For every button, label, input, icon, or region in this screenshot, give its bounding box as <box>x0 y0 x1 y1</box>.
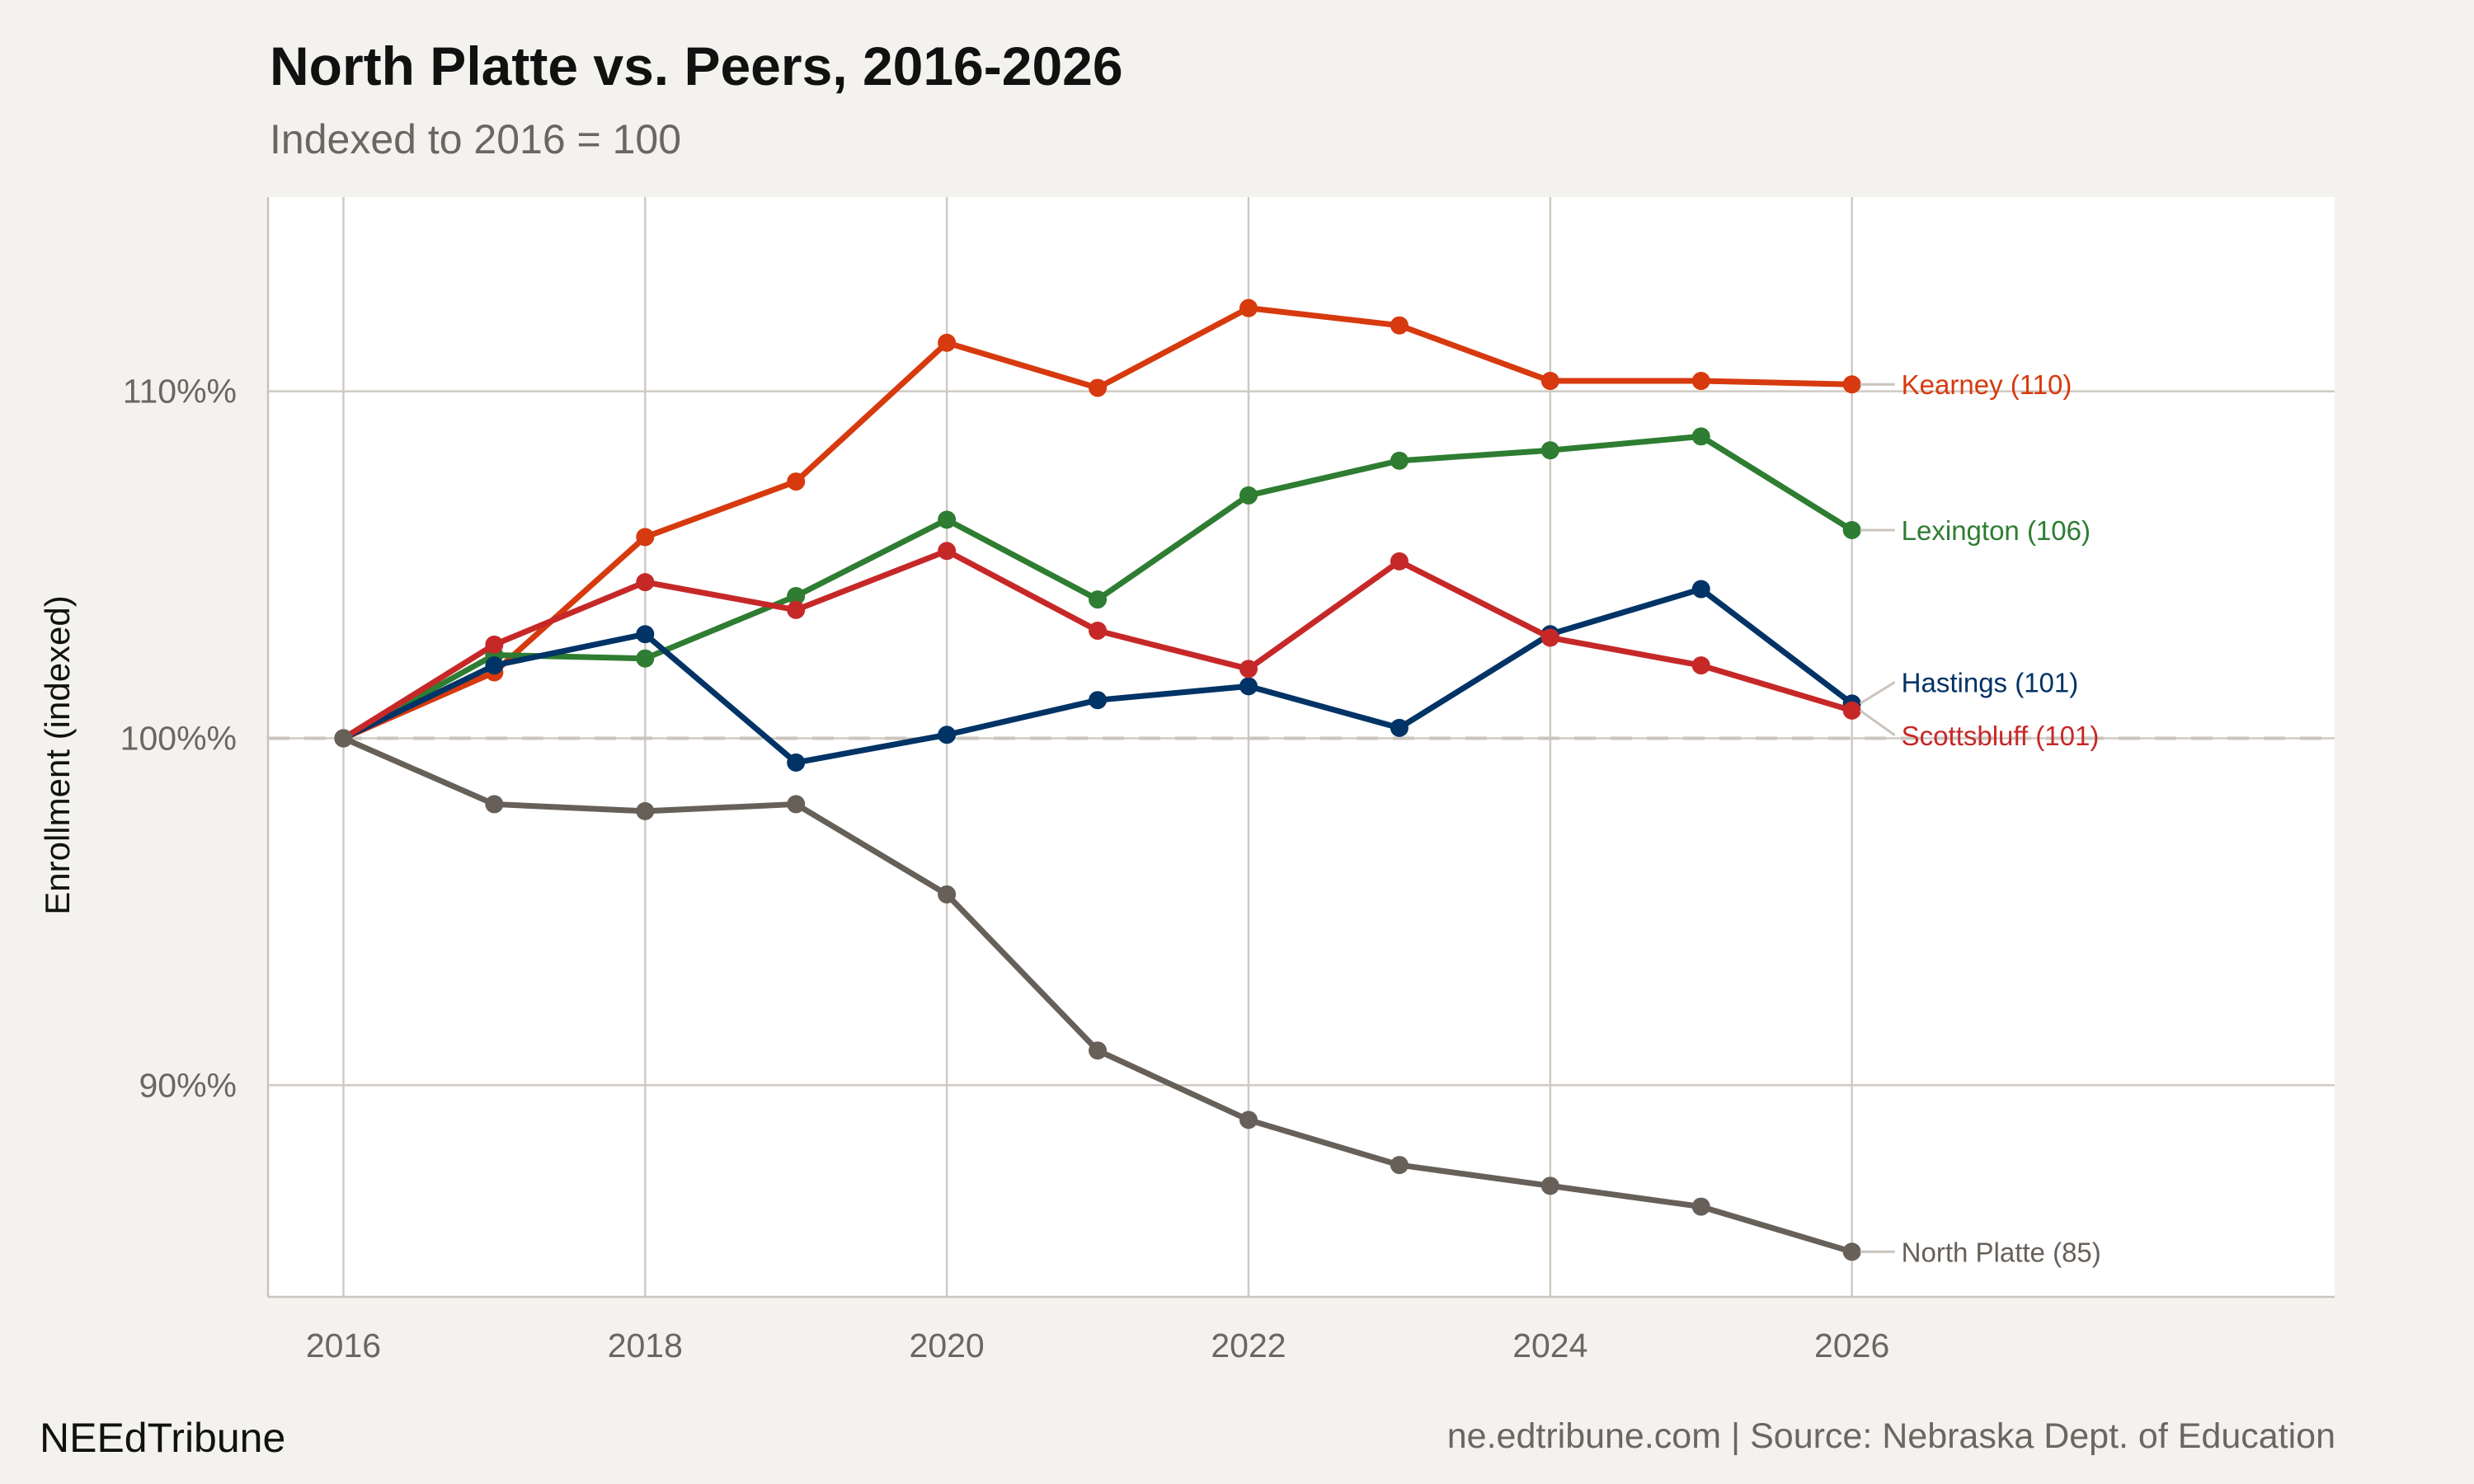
data-point <box>1691 656 1710 675</box>
data-point <box>1691 372 1710 391</box>
data-point <box>787 795 806 814</box>
data-point <box>1691 580 1710 599</box>
data-point <box>787 472 806 491</box>
data-point <box>1842 1242 1861 1261</box>
x-tick-label: 2018 <box>608 1327 683 1364</box>
data-point <box>1089 622 1108 641</box>
data-point <box>1390 1156 1409 1175</box>
data-point <box>787 586 806 605</box>
data-point <box>1239 660 1258 679</box>
brand-logo-text: NEEdTribune <box>40 1415 286 1461</box>
data-point <box>1089 590 1108 609</box>
chart-title: North Platte vs. Peers, 2016-2026 <box>270 35 1123 96</box>
data-point <box>1089 378 1108 397</box>
label-connector <box>1859 709 1896 737</box>
data-point <box>1239 298 1258 317</box>
data-point <box>1390 552 1409 571</box>
data-point <box>938 333 957 352</box>
x-tick-label: 2022 <box>1211 1327 1286 1364</box>
data-point <box>1540 628 1559 647</box>
data-point <box>1390 718 1409 737</box>
data-point <box>938 510 957 529</box>
data-point <box>636 625 655 644</box>
x-tick-label: 2020 <box>910 1327 985 1364</box>
data-point <box>636 801 655 820</box>
data-point <box>1390 451 1409 470</box>
y-tick-label: 90%% <box>139 1066 237 1104</box>
data-point <box>636 649 655 668</box>
source-credit: ne.edtribune.com | Source: Nebraska Dept… <box>1446 1416 2335 1456</box>
data-point <box>938 885 957 904</box>
data-point <box>636 573 655 592</box>
data-point <box>1089 1041 1108 1060</box>
x-tick-label: 2024 <box>1512 1327 1587 1364</box>
data-point <box>1842 375 1861 394</box>
plot-background <box>268 197 2335 1297</box>
data-point <box>1089 691 1108 710</box>
data-point <box>485 795 504 814</box>
series-end-label: Hastings (101) <box>1902 667 2079 697</box>
data-point <box>1239 677 1258 696</box>
data-point <box>334 729 353 748</box>
y-tick-label: 110%% <box>123 373 237 411</box>
series-end-label: North Platte (85) <box>1902 1237 2101 1267</box>
data-point <box>1691 427 1710 446</box>
data-point <box>1540 441 1559 460</box>
data-point <box>1239 1111 1258 1129</box>
data-point <box>787 600 806 619</box>
label-connector <box>1859 681 1896 705</box>
data-point <box>1239 486 1258 505</box>
series-end-label: Scottsbluff (101) <box>1902 721 2100 751</box>
data-point <box>1540 1176 1559 1195</box>
data-point <box>1691 1197 1710 1216</box>
y-tick-label: 100%% <box>120 719 237 757</box>
series-end-label: Lexington (106) <box>1902 515 2091 546</box>
data-point <box>787 753 806 772</box>
chart-subtitle: Indexed to 2016 = 100 <box>270 116 682 162</box>
series-end-label: Kearney (110) <box>1902 369 2072 400</box>
data-point <box>1842 520 1861 539</box>
x-tick-label: 2026 <box>1814 1327 1889 1364</box>
x-tick-label: 2016 <box>306 1327 381 1364</box>
data-point <box>938 542 957 561</box>
data-point <box>636 528 655 547</box>
data-point <box>1842 701 1861 720</box>
data-point <box>485 635 504 654</box>
y-axis-title: Enrollment (indexed) <box>38 595 77 915</box>
data-point <box>1390 316 1409 335</box>
data-point <box>1540 372 1559 391</box>
data-point <box>938 726 957 744</box>
data-point <box>485 656 504 675</box>
